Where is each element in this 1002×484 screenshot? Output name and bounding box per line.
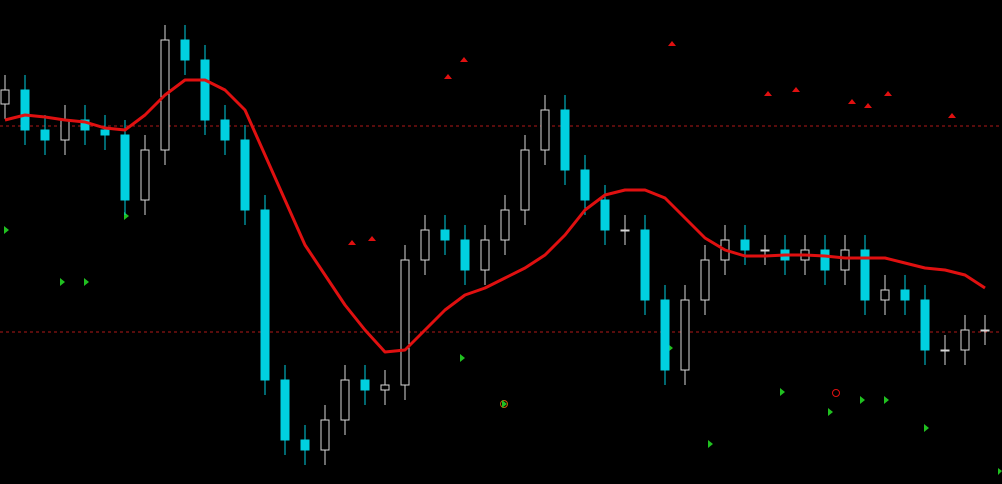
candle-body bbox=[580, 169, 590, 201]
sell-signal bbox=[948, 113, 956, 118]
signals bbox=[4, 41, 1002, 475]
candle-body bbox=[120, 134, 130, 201]
candle-body bbox=[320, 419, 330, 451]
candle-body bbox=[860, 249, 870, 301]
candle-body bbox=[400, 259, 410, 386]
candle-body bbox=[240, 139, 250, 211]
candle-body bbox=[480, 239, 490, 271]
candle-body bbox=[560, 109, 570, 171]
candle-body bbox=[680, 299, 690, 371]
candle-body bbox=[460, 239, 470, 271]
candle-body bbox=[980, 329, 990, 332]
candle-body bbox=[600, 199, 610, 231]
sell-signal bbox=[848, 99, 856, 104]
candle-body bbox=[180, 39, 190, 61]
candle-body bbox=[260, 209, 270, 381]
candle-body bbox=[820, 249, 830, 271]
candle-body bbox=[760, 249, 770, 252]
candle-body bbox=[620, 229, 630, 232]
candle-body bbox=[80, 119, 90, 131]
candle-body bbox=[0, 89, 10, 105]
moving-average bbox=[4, 78, 986, 354]
candle-body bbox=[280, 379, 290, 441]
signal-circle bbox=[832, 389, 840, 397]
sell-signal bbox=[792, 87, 800, 92]
sell-signal bbox=[764, 91, 772, 96]
sell-signal bbox=[368, 236, 376, 241]
candle-body bbox=[380, 384, 390, 391]
candle-body bbox=[660, 299, 670, 371]
buy-signals bbox=[4, 212, 1002, 475]
candle-body bbox=[740, 239, 750, 251]
candle-body bbox=[340, 379, 350, 421]
candle-body bbox=[900, 289, 910, 301]
candle-body bbox=[360, 379, 370, 391]
candle-body bbox=[700, 259, 710, 301]
sell-signal bbox=[864, 103, 872, 108]
candle-body bbox=[520, 149, 530, 211]
sell-signal bbox=[460, 57, 468, 62]
sell-signal bbox=[668, 41, 676, 46]
sell-signal bbox=[444, 74, 452, 79]
signal-circle bbox=[500, 400, 508, 408]
candle-body bbox=[840, 249, 850, 271]
candle-body bbox=[300, 439, 310, 451]
candle-body bbox=[960, 329, 970, 351]
candle-body bbox=[940, 349, 950, 352]
candle-body bbox=[20, 89, 30, 131]
candle-body bbox=[540, 109, 550, 151]
sell-signal bbox=[348, 240, 356, 245]
candle-body bbox=[200, 59, 210, 121]
candle-body bbox=[880, 289, 890, 301]
candle-body bbox=[640, 229, 650, 301]
candle-body bbox=[440, 229, 450, 241]
candle-body bbox=[920, 299, 930, 351]
candle-body bbox=[220, 119, 230, 141]
candle-body bbox=[500, 209, 510, 241]
candle-body bbox=[140, 149, 150, 201]
candle-body bbox=[40, 129, 50, 141]
candle-body bbox=[100, 129, 110, 136]
candle-body bbox=[60, 119, 70, 141]
candle-body bbox=[420, 229, 430, 261]
sell-signal bbox=[884, 91, 892, 96]
